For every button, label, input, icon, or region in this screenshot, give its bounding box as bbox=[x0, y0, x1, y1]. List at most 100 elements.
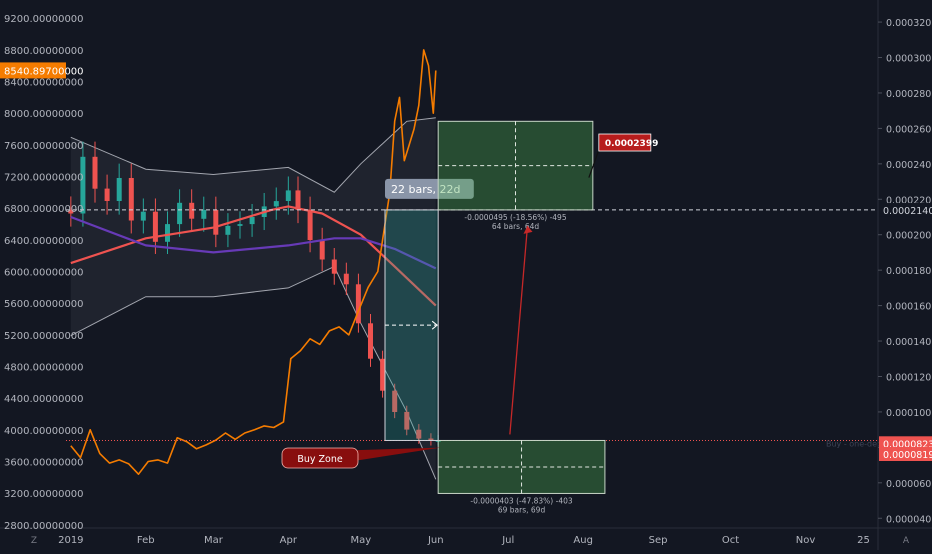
lower_box-caption-1: -0.0000403 (-47.83%) -403 bbox=[470, 496, 572, 505]
auto-scale-toggle: A bbox=[903, 536, 910, 546]
order-label: Buy - one-dep bbox=[826, 439, 882, 448]
left-axis-tick-label: 6800.00000000 bbox=[4, 204, 84, 215]
target-callout-label: 0.0002399 bbox=[605, 139, 659, 149]
candle-body bbox=[140, 211, 146, 221]
candle-body bbox=[104, 188, 110, 201]
right-axis-marker-label: 0.0000823 bbox=[883, 439, 932, 450]
band-lower-line bbox=[70, 265, 437, 480]
left-axis-tick-label: 3200.00000000 bbox=[4, 489, 84, 500]
upper_box-caption-1: -0.0000495 (-18.56%) -495 bbox=[464, 213, 566, 222]
right-axis-marker-label: 0.0002140 bbox=[883, 206, 932, 217]
right-axis-marker-label: 0.0000819 bbox=[883, 450, 932, 461]
x-axis-tick-label: 2019 bbox=[58, 535, 83, 546]
right-axis-marker-badge bbox=[879, 202, 932, 217]
candle-body bbox=[319, 240, 325, 260]
candle-body bbox=[92, 156, 98, 189]
candle-body bbox=[331, 259, 337, 274]
x-axis-tick-label: Apr bbox=[280, 535, 298, 546]
candle-body bbox=[225, 225, 231, 235]
left-axis-current-label: 8540.89700000 bbox=[4, 66, 84, 77]
band-fill bbox=[70, 117, 436, 480]
x-axis-tick-label: Jul bbox=[501, 535, 514, 546]
measure-tag: 22 bars, 22d bbox=[391, 183, 460, 196]
left-axis-tick-label: 3600.00000000 bbox=[4, 458, 84, 469]
price-line bbox=[70, 49, 437, 476]
right-axis-marker-badge bbox=[879, 447, 932, 462]
x-axis-tick-label: Mar bbox=[204, 535, 224, 546]
left-axis-current-badge bbox=[0, 62, 66, 79]
candle-body bbox=[392, 390, 398, 412]
candle-body bbox=[380, 358, 386, 391]
candle-body bbox=[177, 202, 183, 225]
buy-zone-box bbox=[281, 447, 359, 469]
candle-body bbox=[213, 209, 219, 235]
x-axis-tick-label: Aug bbox=[573, 535, 593, 546]
candle-body bbox=[128, 178, 134, 221]
candle-body bbox=[201, 209, 207, 219]
left-axis-tick-label: 4400.00000000 bbox=[4, 394, 84, 405]
candle-body bbox=[165, 224, 170, 242]
left-axis-tick-label: 9200.00000000 bbox=[4, 14, 84, 25]
left-axis-tick-label: 2800.00000000 bbox=[4, 521, 84, 532]
left-axis-tick-label: 4800.00000000 bbox=[4, 363, 84, 374]
measure-arrow-head bbox=[431, 320, 438, 330]
candle-body bbox=[152, 211, 158, 242]
x-axis-tick-label: 25 bbox=[857, 535, 870, 546]
x-axis-tick-label: Oct bbox=[722, 535, 739, 546]
bollinger-band-layer bbox=[70, 117, 437, 480]
left-axis-tick-label: 6400.00000000 bbox=[4, 236, 84, 247]
candle-body bbox=[295, 190, 301, 210]
x-axis-tick-label: Sep bbox=[649, 535, 668, 546]
candle-body bbox=[343, 273, 349, 285]
left-axis-tick-label: 5200.00000000 bbox=[4, 331, 84, 342]
buy-zone-label: Buy Zone bbox=[297, 454, 343, 465]
projection-arrow bbox=[509, 225, 529, 435]
candle-body bbox=[355, 284, 361, 324]
projection-arrow-head bbox=[523, 225, 533, 234]
left-axis-tick-label: 8400.00000000 bbox=[4, 78, 84, 89]
x-axis-tick-label: Nov bbox=[796, 535, 816, 546]
target-callout-pointer bbox=[588, 149, 600, 178]
band-upper-line bbox=[70, 117, 436, 193]
moving-average-line bbox=[70, 205, 437, 307]
measure-tag-bg bbox=[385, 178, 474, 199]
x-axis-tick-label: Jun bbox=[427, 535, 444, 546]
candle-body bbox=[428, 438, 434, 441]
candle-body bbox=[368, 323, 373, 359]
left-axis-tick-label: 5600.00000000 bbox=[4, 299, 84, 310]
candle-body bbox=[237, 224, 243, 226]
upper_box-caption-2: 64 bars, 64d bbox=[492, 222, 540, 231]
left-axis-tick-label: 6000.00000000 bbox=[4, 268, 84, 279]
candle-body bbox=[249, 217, 255, 225]
annotations-layer[interactable]: 22 bars, 22d -0.0000495 (-18.56%) -49564 … bbox=[281, 120, 882, 514]
candle-body bbox=[68, 209, 74, 214]
left-axis-tick-label: 8800.00000000 bbox=[4, 46, 84, 57]
left-axis-tick-label: 8000.00000000 bbox=[4, 109, 84, 120]
x-axis-tick-label: Feb bbox=[137, 535, 155, 546]
candle-body bbox=[273, 201, 279, 207]
candle-body bbox=[116, 178, 122, 201]
candles-layer bbox=[68, 141, 441, 446]
candle-body bbox=[80, 156, 86, 214]
left-axis-tick-label: 7600.00000000 bbox=[4, 141, 84, 152]
target-callout-box bbox=[598, 133, 652, 152]
candle-body bbox=[404, 411, 410, 430]
candle-body bbox=[285, 190, 291, 201]
timezone-icon: Z bbox=[31, 536, 37, 546]
